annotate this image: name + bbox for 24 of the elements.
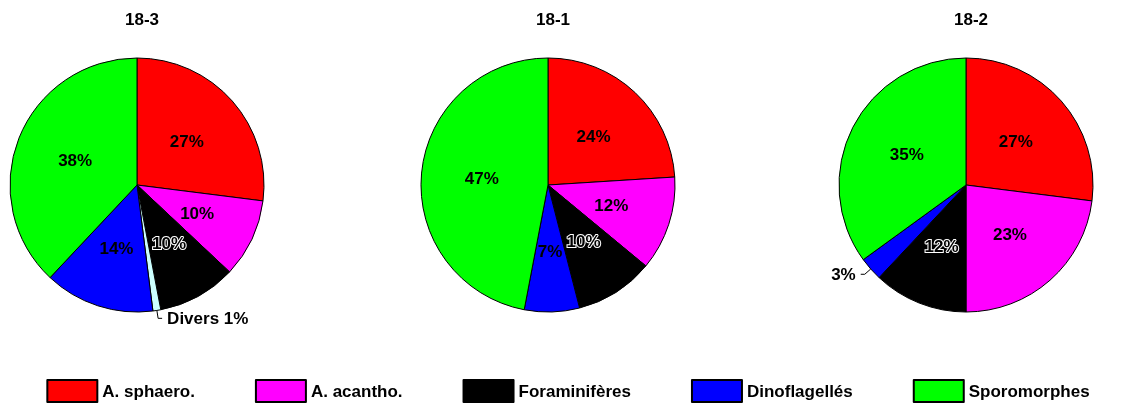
data-label: 10%: [180, 203, 215, 223]
data-label: 47%: [464, 169, 499, 189]
data-label: 14%: [99, 238, 134, 258]
data-label: 12%: [594, 196, 629, 216]
legend-label: Dinoflagellés: [746, 381, 853, 401]
data-label: 23%: [992, 225, 1027, 245]
data-label: 3%: [831, 264, 856, 284]
slice-label: 18-1: [535, 10, 571, 29]
legend-label: A. acantho.: [310, 381, 403, 401]
data-label: 27%: [169, 131, 204, 151]
data-label: 24%: [576, 127, 611, 147]
legend-label: Sporomorphes: [968, 381, 1090, 401]
slice-label: 18-2: [953, 10, 989, 29]
data-label: 38%: [58, 151, 93, 171]
data-label: 12%: [924, 237, 959, 257]
slice-label: Divers 1%: [167, 308, 249, 328]
slice-label: 18-3: [124, 10, 160, 29]
legend-label: Foraminifères: [518, 381, 631, 401]
data-label: 27%: [998, 131, 1033, 151]
data-label: 10%: [566, 231, 601, 251]
data-label: 10%: [152, 233, 187, 253]
data-label: 35%: [889, 145, 924, 165]
legend-label: A. sphaero.: [102, 381, 195, 401]
data-label: 7%: [537, 241, 563, 261]
